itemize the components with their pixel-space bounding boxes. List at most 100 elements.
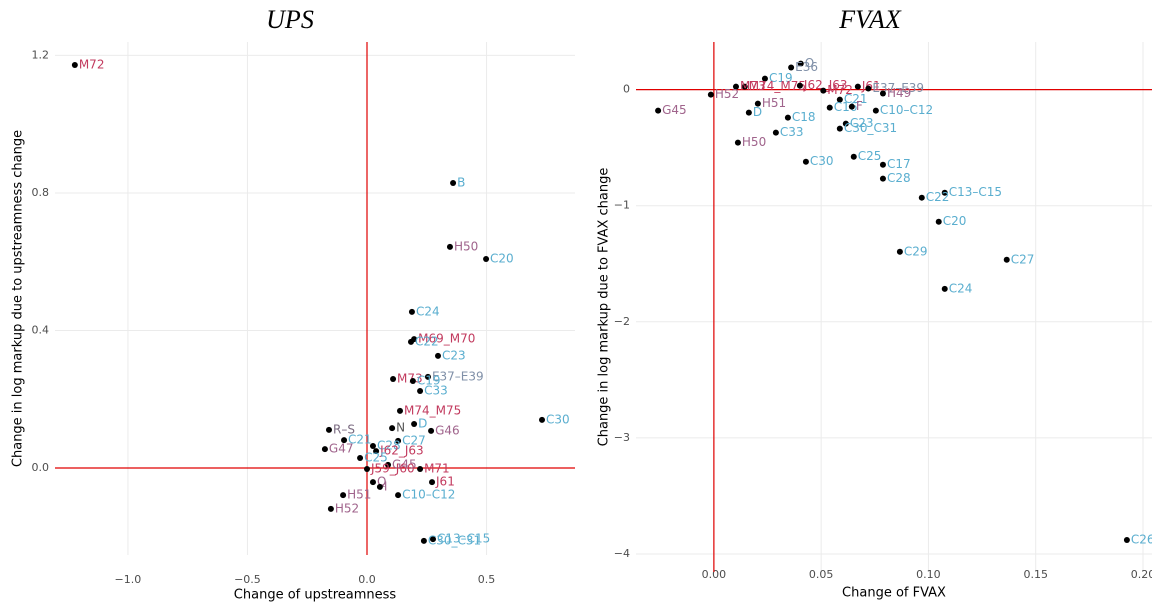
x-axis-title: Change of FVAX: [842, 586, 946, 601]
point: [340, 492, 347, 499]
point: [872, 107, 879, 114]
point-label: M71: [424, 462, 450, 476]
point: [417, 387, 424, 394]
point: [390, 375, 397, 382]
point: [707, 91, 714, 98]
point-label: M72: [827, 83, 853, 97]
point-label: C18: [792, 110, 816, 124]
x-axis-title: Change of upstreamness: [234, 588, 397, 603]
point-label: H51: [762, 96, 786, 110]
point-label: B: [457, 175, 465, 189]
point: [784, 114, 791, 121]
point-label: H49: [887, 86, 911, 100]
point-label: C16: [834, 100, 858, 114]
point-label: C24: [949, 281, 973, 295]
x-tick-label: −0.5: [234, 573, 261, 586]
point: [788, 64, 795, 71]
point-label: G45: [392, 457, 417, 471]
point-label: E37–E39: [872, 81, 924, 95]
point-label: C30_C31: [428, 533, 481, 547]
point-label: C30: [546, 412, 570, 426]
point: [826, 104, 833, 111]
point: [411, 420, 418, 427]
point-label: C13–C15: [437, 532, 490, 546]
point-label: C22: [926, 190, 950, 204]
point-label: M73: [397, 371, 423, 385]
point: [396, 407, 403, 414]
point-label: H52: [715, 87, 739, 101]
point: [836, 125, 843, 132]
point: [879, 90, 886, 97]
y-tick-label: 0: [623, 83, 630, 96]
point-label: J61: [435, 475, 455, 489]
point: [796, 82, 803, 89]
point-label: M73: [740, 79, 766, 93]
point-label: J62_J63: [379, 444, 424, 458]
point-label: H50: [742, 135, 766, 149]
point: [734, 139, 741, 146]
point-label: C10–C12: [402, 488, 455, 502]
y-tick-label: 0.0: [32, 461, 50, 474]
point-label: E36: [795, 60, 818, 74]
y-tick-label: −4: [614, 547, 630, 560]
point: [539, 416, 546, 423]
point-label: C30: [810, 154, 834, 168]
point-label: C10–C12: [880, 103, 933, 117]
point: [655, 107, 662, 114]
x-tick-label: 0.10: [916, 568, 941, 581]
point: [754, 100, 761, 107]
point-label: J59_J60: [370, 462, 415, 476]
point: [373, 448, 380, 455]
point: [364, 466, 370, 473]
point: [407, 338, 414, 345]
point-label: C25: [364, 451, 388, 465]
point-label: G47: [329, 442, 354, 456]
y-tick-label: 0.8: [32, 186, 50, 199]
point-label: C19: [769, 71, 793, 85]
point-label: C30_C31: [844, 121, 897, 135]
point: [848, 103, 855, 110]
point-label: C28: [887, 171, 911, 185]
point-label: C24: [416, 304, 440, 318]
y-tick-label: −3: [614, 431, 630, 444]
point: [429, 479, 436, 486]
point: [865, 85, 872, 92]
point: [836, 96, 843, 103]
point: [879, 161, 886, 168]
point: [450, 179, 457, 186]
point-label: H52: [335, 501, 359, 515]
point: [376, 483, 383, 490]
point: [854, 83, 861, 90]
point: [369, 479, 376, 486]
point: [842, 120, 849, 127]
x-tick-label: 0.15: [1023, 568, 1048, 581]
point: [389, 425, 396, 432]
point: [341, 437, 348, 444]
x-tick-label: −1.0: [115, 573, 142, 586]
point: [820, 87, 827, 94]
point: [446, 243, 453, 250]
x-tick-label: 0.5: [478, 573, 496, 586]
point-label: H51: [347, 488, 371, 502]
point-label: G45: [662, 103, 687, 117]
point-label: M72: [79, 58, 105, 72]
point: [1123, 536, 1130, 543]
y-tick-label: −1: [614, 199, 630, 212]
point-label: I: [384, 479, 388, 493]
chart-title: UPS: [266, 5, 314, 34]
point: [745, 109, 752, 116]
point-label: M74_M75: [404, 403, 461, 417]
point: [424, 373, 431, 380]
point-label: C26: [1131, 532, 1152, 546]
point-label: D: [418, 416, 427, 430]
y-tick-label: 0.4: [32, 323, 50, 336]
point: [802, 158, 809, 165]
point: [896, 248, 903, 255]
point: [321, 446, 328, 453]
point: [1003, 256, 1010, 263]
point-label: C22: [415, 334, 439, 348]
point: [429, 536, 436, 543]
point: [941, 285, 948, 292]
y-tick-label: −2: [614, 315, 630, 328]
